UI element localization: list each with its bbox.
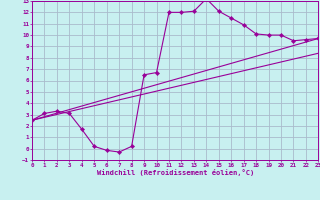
X-axis label: Windchill (Refroidissement éolien,°C): Windchill (Refroidissement éolien,°C) xyxy=(97,169,254,176)
